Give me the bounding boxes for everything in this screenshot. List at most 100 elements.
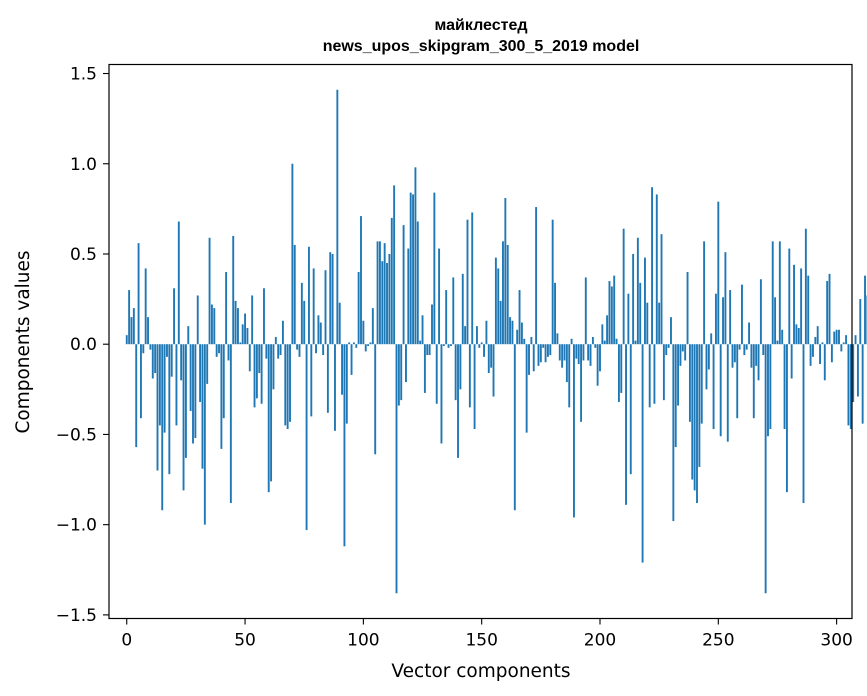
bar-39 [218,344,220,354]
bar-211 [625,344,627,505]
bar-145 [468,344,471,408]
bar-262 [745,344,748,350]
bar-273 [771,241,774,345]
bar-197 [591,336,594,345]
bar-158 [499,300,502,345]
bar-213 [629,344,632,475]
bar-291 [814,336,817,345]
bar-310 [859,299,862,345]
bar-192 [580,344,583,422]
bar-293 [819,344,821,365]
bar-160 [504,198,507,345]
x-tick-label: 100 [347,631,379,651]
bar-238 [688,344,691,422]
bar-90 [338,302,341,345]
bar-292 [816,326,819,345]
bar-58 [263,288,265,345]
bar-135 [445,290,448,345]
bar-18 [168,344,171,475]
bar-206 [613,275,616,345]
bar-51 [246,327,249,345]
y-axis-label: Components values [13,250,34,433]
x-tick-label: 50 [234,631,256,651]
bar-125 [421,315,424,345]
bar-175 [539,344,542,363]
bar-261 [743,344,746,356]
bar-195 [587,344,590,361]
bar-37 [213,308,216,345]
bar-85 [326,344,329,413]
bar-232 [674,344,677,448]
bar-115 [397,344,400,406]
bar-284 [797,327,800,345]
bar-237 [686,272,689,345]
bar-226 [660,234,663,345]
bar-280 [788,248,791,345]
bar-252 [722,297,724,345]
bar-3 [132,308,135,345]
bar-242 [698,344,701,467]
bar-182 [556,333,559,345]
bar-79 [312,268,315,345]
bar-274 [774,297,777,345]
bar-29 [194,344,197,439]
bar-308 [854,335,857,345]
y-tick-label: 0.0 [70,335,97,355]
bar-2 [130,317,133,345]
bar-77 [308,246,310,345]
bar-112 [390,217,393,345]
bar-129 [431,304,433,345]
bar-153 [487,344,490,374]
bar-297 [828,273,831,345]
bar-260 [741,284,743,345]
bar-123 [416,221,419,345]
bar-225 [658,302,661,345]
bar-113 [393,185,396,345]
bars-group [125,89,867,594]
bar-130 [433,192,436,345]
bar-101 [364,344,367,352]
bar-302 [840,344,843,352]
bar-309 [856,344,859,397]
bar-147 [473,344,476,430]
bar-305 [847,344,850,426]
bar-87 [331,253,334,345]
bar-10 [149,344,152,350]
bar-126 [423,344,426,393]
bar-184 [561,344,564,368]
bar-207 [615,338,618,345]
bar-224 [655,194,658,345]
bar-5 [137,243,140,345]
bar-245 [705,344,708,390]
bar-264 [750,344,753,368]
bar-1 [128,290,131,345]
bar-28 [192,344,194,444]
bar-189 [573,344,575,518]
bar-150 [480,342,483,345]
bar-20 [173,288,176,345]
x-axis-label: Vector components [391,661,570,682]
bar-7 [142,344,145,354]
bar-41 [222,344,225,419]
bar-142 [461,273,464,345]
bar-200 [599,344,601,372]
bar-244 [703,241,706,345]
bar-215 [634,340,637,345]
bar-134 [442,344,445,347]
bar-166 [518,290,521,345]
y-tick-label: −1.5 [56,606,97,626]
bar-229 [667,344,670,348]
bar-272 [769,344,772,430]
y-tick-label: 0.5 [70,245,97,265]
bar-49 [241,324,244,345]
bar-228 [665,344,668,356]
bar-30 [196,295,199,345]
bar-64 [277,344,280,359]
bar-168 [523,338,526,345]
bar-62 [272,344,275,390]
bar-42 [225,272,228,345]
bar-180 [551,219,554,345]
bar-304 [845,335,848,345]
bar-300 [835,329,838,345]
bar-144 [466,219,469,345]
